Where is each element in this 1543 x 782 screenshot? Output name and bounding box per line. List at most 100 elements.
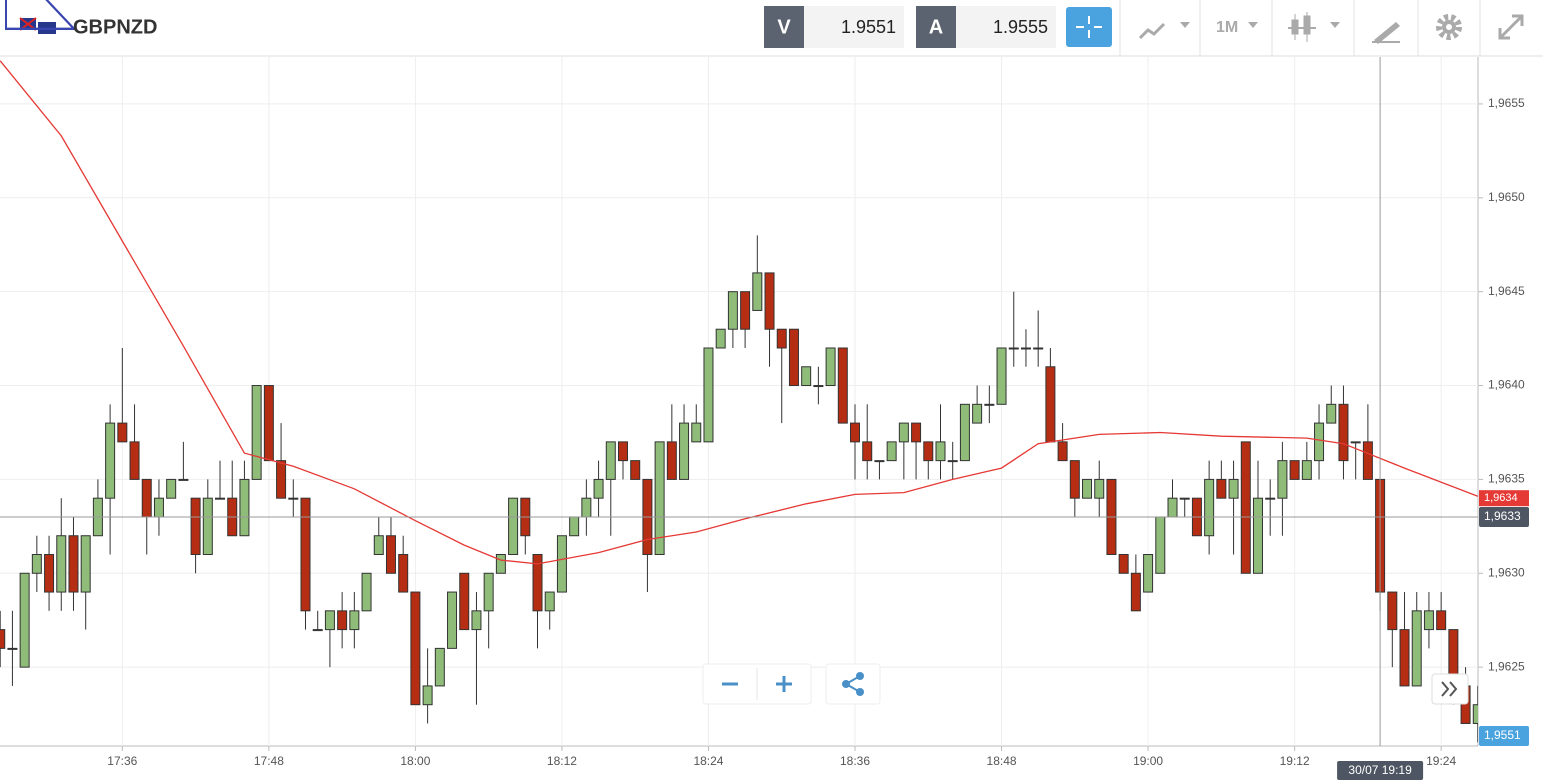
candle-body: [459, 572, 470, 631]
candle-body: [251, 385, 262, 480]
ma-value-box: [1479, 490, 1529, 507]
candle-body: [972, 403, 983, 424]
candle-body: [129, 441, 140, 480]
candle-body: [349, 610, 360, 631]
candle-body: [1118, 554, 1129, 574]
candle-body: [556, 535, 567, 593]
symbol: GBPNZD: [73, 16, 157, 38]
candle-body: [911, 422, 922, 443]
candle-body: [837, 347, 848, 424]
candle-body: [1094, 478, 1105, 499]
candle-body: [752, 272, 763, 311]
candle-body: [996, 347, 1007, 405]
timeframe-button[interactable]: 1M: [1216, 19, 1258, 36]
candle-body: [1143, 554, 1154, 593]
x-tick-label: 19:12: [1280, 754, 1310, 768]
candle-body: [141, 478, 152, 518]
candle-body: [31, 554, 42, 574]
candle-body: [312, 629, 323, 632]
x-tick-label: 18:00: [400, 754, 430, 768]
candle-body: [80, 535, 91, 593]
bid-box[interactable]: V 1.9551: [764, 6, 904, 48]
share-button[interactable]: [825, 663, 881, 705]
drawing-button[interactable]: [1372, 22, 1400, 44]
candle-body: [19, 572, 30, 668]
crosshair-x-box: [1337, 761, 1424, 780]
bid-price: 1.9551: [841, 17, 896, 37]
candle-body: [984, 403, 995, 406]
candle-body: [166, 478, 177, 499]
candle-body: [1204, 478, 1215, 537]
candle-body: [1069, 460, 1080, 499]
candle-body: [0, 629, 6, 649]
settings-button[interactable]: [1436, 14, 1462, 40]
x-tick-label: 17:48: [254, 754, 284, 768]
y-tick-label: 1,9640: [1488, 378, 1525, 392]
candle-body: [190, 497, 201, 556]
last-price-box: [1479, 726, 1529, 746]
x-tick-label: 18:24: [693, 754, 723, 768]
candle-body: [153, 497, 164, 518]
candle-body: [788, 328, 799, 387]
candle-body: [1167, 497, 1178, 518]
last-price-label: 1,9551: [1484, 728, 1521, 742]
candle-body: [740, 291, 751, 330]
candle-body: [373, 535, 384, 556]
candle-body: [105, 422, 116, 499]
x-tick-label: 17:36: [107, 754, 137, 768]
candle-body: [1472, 704, 1478, 724]
x-tick-label: 18:12: [547, 754, 577, 768]
ask-label: A: [929, 16, 943, 38]
candle-body: [1057, 441, 1068, 462]
candle-body: [1301, 460, 1312, 480]
x-tick-label: 18:36: [840, 754, 870, 768]
candle-body: [1326, 403, 1337, 424]
y-tick-label: 1,9630: [1488, 565, 1525, 579]
candle-body: [1314, 422, 1325, 462]
candle-body: [44, 554, 55, 593]
candle-body: [666, 441, 677, 480]
candle-body: [593, 478, 604, 499]
candle-body: [508, 497, 519, 556]
candle-body: [886, 441, 897, 462]
candle-body: [410, 591, 421, 706]
candle-body: [1350, 441, 1361, 444]
candle-body: [898, 422, 909, 443]
candle-body: [276, 460, 287, 499]
candle-body: [1240, 441, 1251, 574]
candle-body: [178, 478, 189, 481]
candle-body: [215, 497, 226, 500]
y-tick-label: 1,9650: [1488, 190, 1525, 204]
chart-type-button[interactable]: [1138, 22, 1190, 40]
candle-body: [959, 403, 970, 462]
candle-body: [56, 535, 67, 593]
candle-body: [935, 441, 946, 462]
candle-body: [764, 272, 775, 330]
fullscreen-button[interactable]: [1498, 14, 1524, 40]
candle-body: [385, 535, 396, 574]
candle-body: [715, 328, 726, 349]
candle-type-button[interactable]: [1288, 12, 1340, 42]
candle-body: [300, 497, 311, 612]
candle-body: [947, 460, 958, 463]
candle-body: [1338, 403, 1349, 462]
candle-body: [1289, 460, 1300, 480]
toolbar-separators: [1119, 0, 1481, 56]
overlay: 1,9634 1,9633 30/07 19:19 1,9551: [0, 57, 1529, 780]
candle-body: [605, 441, 616, 480]
candle-body: [569, 516, 580, 537]
candle-body: [1277, 460, 1288, 499]
candle-body: [850, 422, 861, 443]
corner-marker: [5, 0, 77, 31]
candle-body: [434, 647, 445, 687]
candle-body: [1387, 591, 1398, 631]
candle-body: [581, 497, 592, 518]
crosshair-button[interactable]: [1066, 7, 1112, 47]
candle-body: [263, 385, 274, 462]
scroll-right-button[interactable]: [1431, 673, 1469, 705]
candle-body: [703, 347, 714, 443]
candle-body: [1252, 497, 1263, 574]
candle-body: [337, 610, 348, 631]
ask-box[interactable]: A 1.9555: [916, 6, 1056, 48]
